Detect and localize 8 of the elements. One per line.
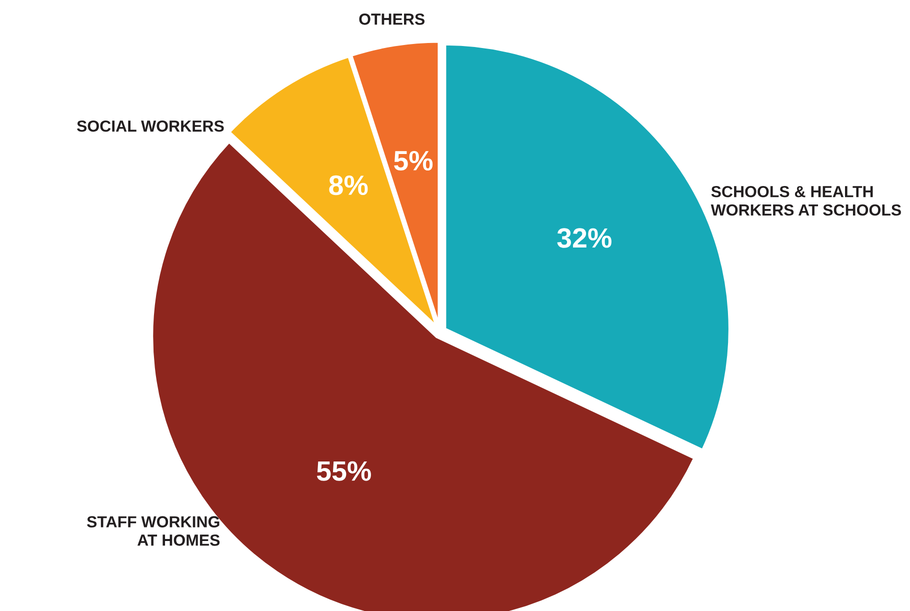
data-label: 5% — [394, 150, 433, 171]
slice-label: SCHOOLS & HEALTH WORKERS AT SCHOOLS — [710, 186, 901, 216]
slice-label: OTHERS — [359, 14, 425, 25]
data-label: 32% — [557, 228, 612, 248]
data-label: 55% — [316, 461, 371, 481]
slice-label: SOCIAL WORKERS — [76, 120, 224, 132]
data-label: 8% — [329, 175, 368, 196]
slice-label: STAFF WORKING AT HOMES — [86, 516, 220, 546]
